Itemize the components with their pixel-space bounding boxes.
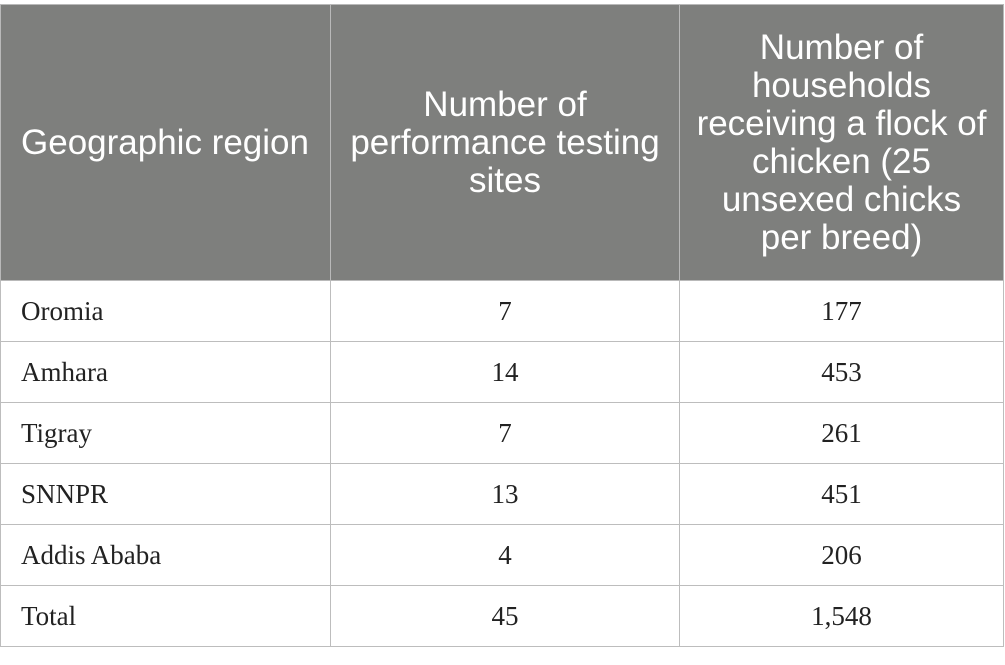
cell-sites: 14	[330, 341, 680, 403]
table-row: Tigray 7 261	[0, 402, 1004, 464]
cell-region: Tigray	[0, 402, 331, 464]
cell-households: 261	[679, 402, 1004, 464]
header-geographic-region: Geographic region	[0, 4, 331, 281]
table-row: Addis Ababa 4 206	[0, 524, 1004, 586]
table-header: Geographic region Number of performance …	[0, 4, 1004, 281]
cell-households: 451	[679, 463, 1004, 525]
table-row: Amhara 14 453	[0, 341, 1004, 403]
cell-region: Total	[0, 585, 331, 647]
header-testing-sites: Number of performance testing sites	[330, 4, 680, 281]
total-row: Total 45 1,548	[0, 585, 1004, 647]
data-table: Geographic region Number of performance …	[0, 4, 1004, 647]
cell-households: 453	[679, 341, 1004, 403]
cell-households: 206	[679, 524, 1004, 586]
cell-sites: 7	[330, 280, 680, 342]
cell-region: Oromia	[0, 280, 331, 342]
cell-region: SNNPR	[0, 463, 331, 525]
cell-sites: 13	[330, 463, 680, 525]
cell-region: Addis Ababa	[0, 524, 331, 586]
cell-households: 1,548	[679, 585, 1004, 647]
header-row: Geographic region Number of performance …	[0, 4, 1004, 281]
cell-sites: 45	[330, 585, 680, 647]
header-households: Number of households receiving a flock o…	[679, 4, 1004, 281]
table-row: Oromia 7 177	[0, 280, 1004, 342]
cell-households: 177	[679, 280, 1004, 342]
cell-region: Amhara	[0, 341, 331, 403]
cell-sites: 7	[330, 402, 680, 464]
table-body: Oromia 7 177 Amhara 14 453 Tigray 7 261 …	[0, 280, 1004, 647]
cell-sites: 4	[330, 524, 680, 586]
table-row: SNNPR 13 451	[0, 463, 1004, 525]
